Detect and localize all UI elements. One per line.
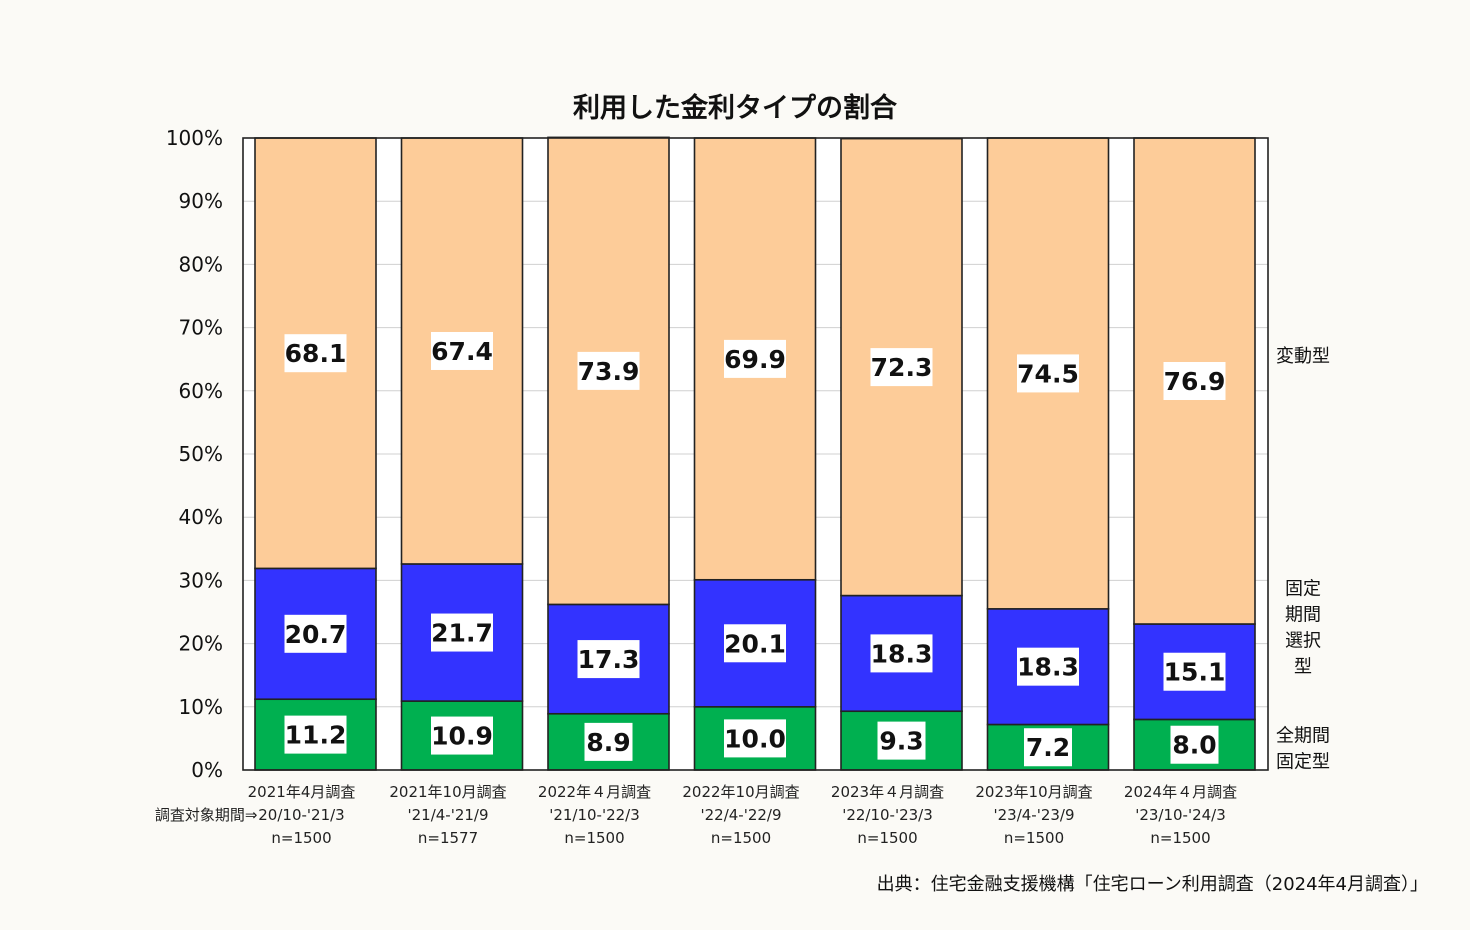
y-tick-label: 20% — [179, 632, 223, 656]
x-label-survey: 2023年10月調査 — [975, 783, 1092, 801]
data-label: 76.9 — [1164, 367, 1226, 396]
legend-label: 選択 — [1285, 631, 1321, 652]
data-label: 9.3 — [879, 727, 923, 756]
data-label-box — [724, 624, 786, 663]
legend-label: 固定型 — [1276, 752, 1330, 773]
data-label: 18.3 — [871, 639, 933, 668]
y-tick-label: 60% — [179, 379, 223, 403]
data-label-box — [1024, 728, 1072, 767]
x-label-survey: 2022年４月調査 — [538, 783, 651, 801]
x-label-survey: 2024年４月調査 — [1124, 783, 1237, 801]
x-label-survey: 2022年10月調査 — [682, 783, 799, 801]
data-label-box — [431, 613, 493, 652]
legend-label: 変動型 — [1276, 346, 1330, 367]
x-label-period: '21/10-'22/3 — [549, 806, 640, 824]
x-label-n: n=1500 — [711, 829, 771, 847]
data-label: 8.9 — [586, 728, 630, 757]
x-label-n: n=1500 — [564, 829, 624, 847]
data-label-box — [577, 640, 640, 679]
data-label-box — [1170, 725, 1219, 764]
x-label-period: '22/4-'22/9 — [700, 806, 781, 824]
data-label: 10.9 — [431, 722, 493, 751]
x-label-n: n=1500 — [1004, 829, 1064, 847]
y-tick-label: 10% — [179, 695, 223, 719]
x-period-caption: 調査対象期間⇒ — [155, 806, 258, 824]
data-label-box — [1163, 362, 1226, 401]
data-label-box — [1017, 647, 1079, 686]
data-label: 11.2 — [285, 721, 347, 750]
data-label-box — [431, 716, 493, 755]
x-label-n: n=1500 — [1150, 829, 1210, 847]
x-label-n: n=1500 — [271, 829, 331, 847]
x-label-n: n=1500 — [857, 829, 917, 847]
data-label: 8.0 — [1172, 731, 1216, 760]
x-label-survey: 2021年4月調査 — [248, 783, 356, 801]
data-label: 20.1 — [724, 629, 786, 658]
data-label: 74.5 — [1017, 359, 1079, 388]
y-tick-label: 70% — [179, 316, 223, 340]
source-note: 出典：住宅金融支援機構「住宅ローン利用調査（2024年4月調査）」 — [876, 874, 1428, 895]
legend-label: 固定 — [1285, 579, 1321, 600]
data-label: 73.9 — [578, 357, 640, 386]
data-label-box — [1163, 652, 1226, 691]
data-label-box — [877, 721, 926, 760]
data-label-box — [870, 348, 933, 387]
x-label-period: '21/4-'21/9 — [407, 806, 488, 824]
data-label-box — [284, 715, 347, 754]
x-label-survey: 2023年４月調査 — [831, 783, 944, 801]
y-tick-label: 90% — [179, 189, 223, 213]
data-label-box — [284, 614, 347, 653]
data-label-box — [870, 634, 933, 673]
data-label: 68.1 — [285, 339, 347, 368]
data-label-box — [724, 339, 786, 378]
data-label: 72.3 — [871, 353, 933, 382]
data-label-box — [724, 719, 786, 758]
data-label: 21.7 — [431, 619, 493, 648]
data-label: 10.0 — [724, 724, 786, 753]
x-label-period: 20/10-'21/3 — [258, 806, 344, 824]
data-label-box — [431, 331, 493, 370]
data-label: 67.4 — [431, 337, 493, 366]
legend-label: 型 — [1294, 657, 1312, 678]
data-label-box — [584, 722, 633, 761]
data-label: 20.7 — [285, 620, 347, 649]
data-label-box — [284, 334, 347, 373]
plot-border — [242, 137, 1269, 771]
y-tick-label: 50% — [179, 442, 223, 466]
data-label: 69.9 — [724, 345, 786, 374]
x-label-period: '23/10-'24/3 — [1135, 806, 1226, 824]
legend-label: 全期間 — [1276, 726, 1330, 747]
data-label: 18.3 — [1017, 653, 1079, 682]
x-label-survey: 2021年10月調査 — [389, 783, 506, 801]
data-label: 7.2 — [1026, 733, 1070, 762]
y-tick-label: 40% — [179, 505, 223, 529]
x-label-period: '23/4-'23/9 — [993, 806, 1074, 824]
data-label-box — [577, 351, 640, 390]
data-label: 15.1 — [1164, 658, 1226, 687]
data-label: 17.3 — [578, 645, 640, 674]
y-tick-label: 100% — [166, 126, 223, 150]
x-label-n: n=1577 — [418, 829, 478, 847]
chart-title: 利用した金利タイプの割合 — [573, 93, 897, 124]
data-label-box — [1017, 354, 1079, 393]
y-tick-label: 80% — [179, 252, 223, 276]
y-tick-label: 30% — [179, 568, 223, 592]
y-tick-label: 0% — [191, 758, 223, 782]
x-label-period: '22/10-'23/3 — [842, 806, 933, 824]
legend-label: 期間 — [1285, 605, 1321, 626]
